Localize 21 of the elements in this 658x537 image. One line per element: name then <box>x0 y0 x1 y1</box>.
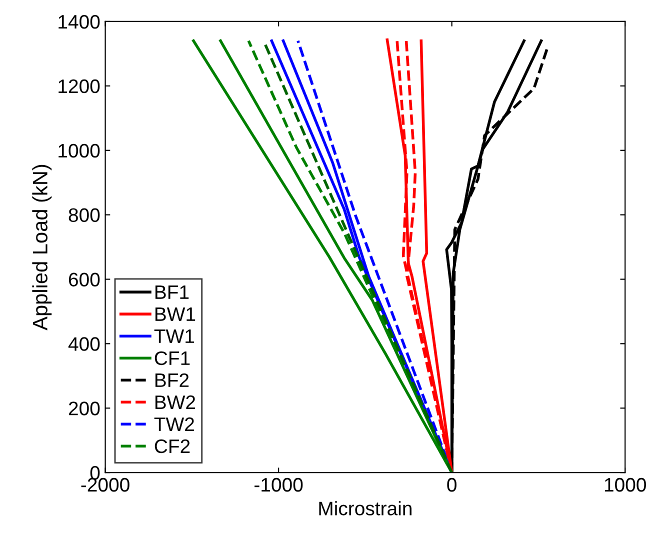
y-tick-label: 200 <box>68 402 100 416</box>
y-axis-title: Applied Load (kN) <box>32 164 52 330</box>
x-tick-label: 0 <box>447 478 456 492</box>
legend-label: BW1 <box>155 308 196 321</box>
legend-label: CF2 <box>154 439 190 454</box>
y-tick-label: 1000 <box>58 144 100 158</box>
legend-label: TW2 <box>154 417 194 431</box>
y-tick-label: 800 <box>68 208 100 222</box>
y-tick-label: 400 <box>68 337 100 351</box>
y-tick-label: 1400 <box>58 14 100 29</box>
y-tick-label: 1200 <box>58 79 100 94</box>
x-tick-label: 1000 <box>604 478 646 492</box>
legend-label: TW1 <box>154 330 194 343</box>
x-tick-label: -2000 <box>81 478 130 492</box>
legend-label: BF1 <box>155 285 189 299</box>
legend-label: BF2 <box>155 373 189 387</box>
x-axis-title: Microstrain <box>319 501 412 516</box>
legend-label: BW2 <box>155 395 196 409</box>
x-tick-label: -1000 <box>254 478 303 492</box>
y-tick-label: 600 <box>68 272 100 286</box>
legend-label: CF1 <box>154 351 190 366</box>
